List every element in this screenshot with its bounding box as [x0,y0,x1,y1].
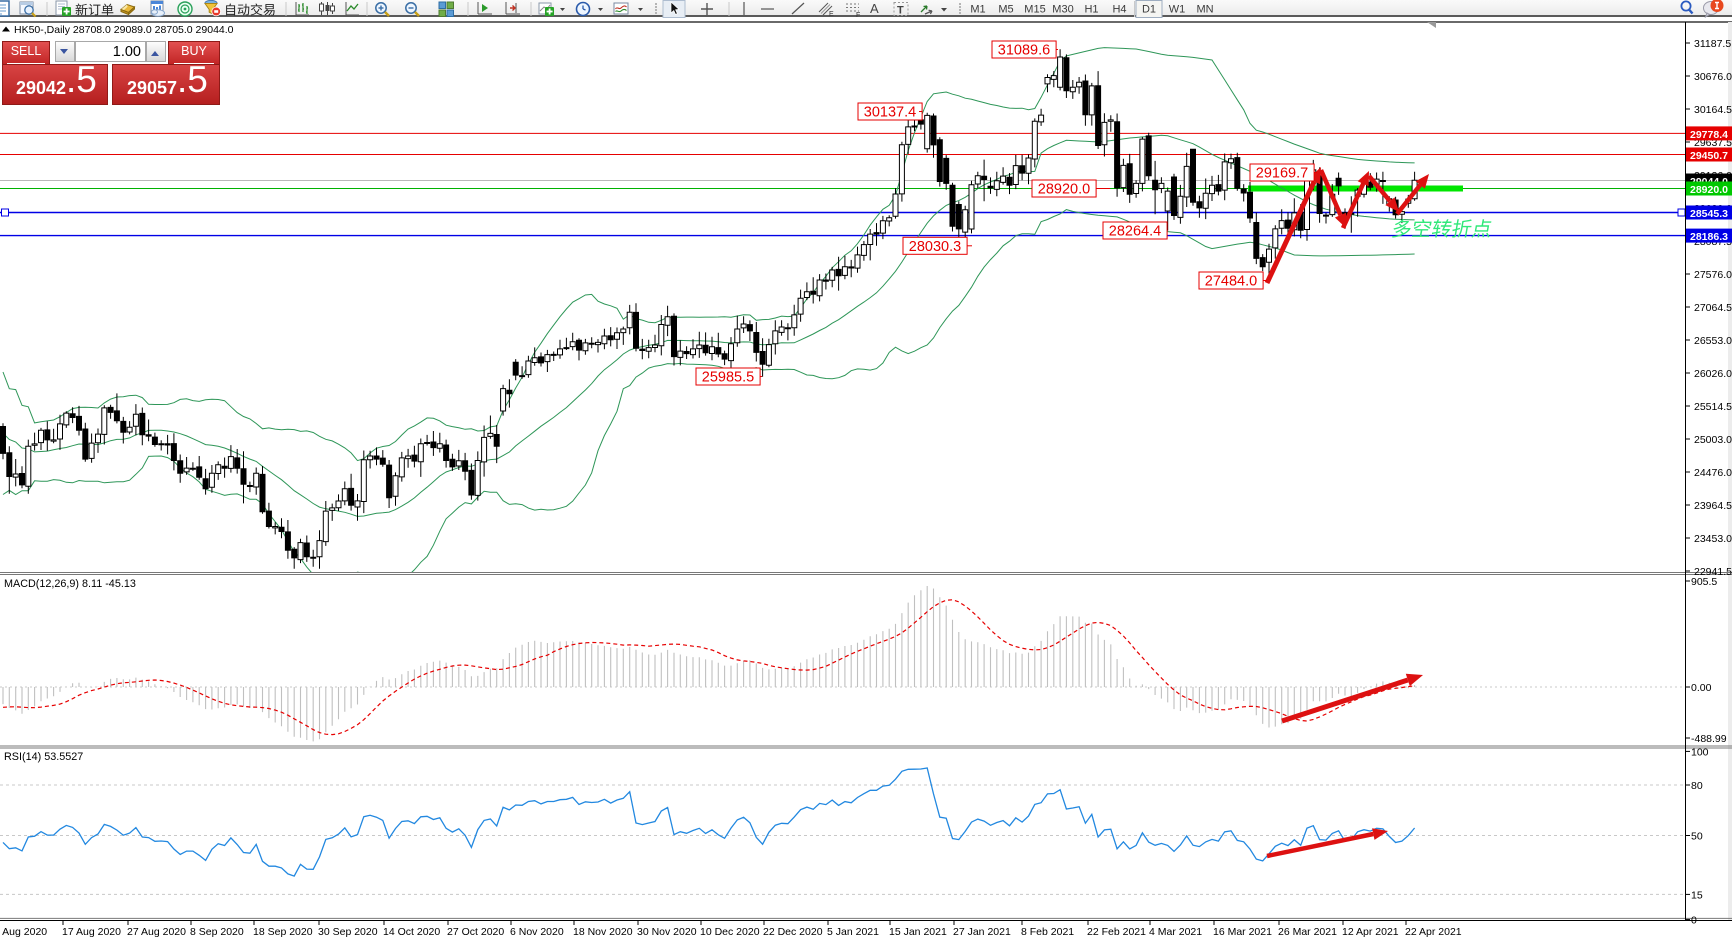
svg-text:8 Sep 2020: 8 Sep 2020 [190,926,244,938]
svg-text:26 Mar 2021: 26 Mar 2021 [1278,926,1337,938]
svg-text:D1: D1 [1142,4,1156,16]
svg-text:50: 50 [1691,831,1703,843]
svg-text:6 Nov 2020: 6 Nov 2020 [510,926,564,938]
svg-text:29450.7: 29450.7 [1690,150,1728,162]
svg-text:22 Dec 2020: 22 Dec 2020 [763,926,823,938]
svg-text:T: T [897,5,904,17]
svg-text:24476.0: 24476.0 [1694,467,1732,479]
svg-text:MACD(12,26,9) 8.11 -45.13: MACD(12,26,9) 8.11 -45.13 [4,578,136,590]
svg-text:23964.5: 23964.5 [1694,500,1732,512]
svg-text:-488.99: -488.99 [1691,733,1727,745]
svg-text:0: 0 [1691,915,1697,927]
svg-text:28545.3: 28545.3 [1690,208,1728,220]
svg-text:A: A [870,1,879,16]
svg-text:30 Nov 2020: 30 Nov 2020 [637,926,697,938]
svg-text:25003.0: 25003.0 [1694,434,1732,446]
svg-text:MN: MN [1196,4,1213,16]
svg-text:27484.0: 27484.0 [1205,274,1257,290]
svg-text:25985.5: 25985.5 [702,370,754,386]
svg-text:27 Jan 2021: 27 Jan 2021 [953,926,1011,938]
svg-text:26553.0: 26553.0 [1694,335,1732,347]
svg-text:8 Feb 2021: 8 Feb 2021 [1021,926,1074,938]
svg-text:18 Nov 2020: 18 Nov 2020 [573,926,633,938]
svg-text:29778.4: 29778.4 [1690,129,1728,141]
svg-text:M15: M15 [1024,4,1045,16]
svg-text:M30: M30 [1052,4,1073,16]
svg-text:22 Feb 2021: 22 Feb 2021 [1087,926,1146,938]
svg-text:15: 15 [1691,889,1703,901]
svg-text:18 Sep 2020: 18 Sep 2020 [253,926,313,938]
svg-text:5 Aug 2020: 5 Aug 2020 [0,926,47,938]
svg-text:F: F [856,12,860,19]
svg-text:H1: H1 [1084,4,1098,16]
svg-text:27 Oct 2020: 27 Oct 2020 [447,926,504,938]
svg-text:12 Apr 2021: 12 Apr 2021 [1342,926,1399,938]
svg-text:27064.5: 27064.5 [1694,302,1732,314]
svg-text:30137.4: 30137.4 [864,105,916,121]
svg-text:80: 80 [1691,780,1703,792]
svg-text:22 Apr 2021: 22 Apr 2021 [1405,926,1462,938]
svg-text:23453.0: 23453.0 [1694,533,1732,545]
svg-text:H4: H4 [1112,4,1126,16]
svg-text:M1: M1 [970,4,985,16]
svg-text:17 Aug 2020: 17 Aug 2020 [62,926,121,938]
svg-text:22941.5: 22941.5 [1694,566,1732,578]
svg-text:RSI(14) 53.5527: RSI(14) 53.5527 [4,751,83,763]
svg-text:25514.5: 25514.5 [1694,401,1732,413]
svg-text:27 Aug 2020: 27 Aug 2020 [127,926,186,938]
svg-text:5 Jan 2021: 5 Jan 2021 [827,926,879,938]
svg-text:W1: W1 [1169,4,1186,16]
svg-text:10 Dec 2020: 10 Dec 2020 [700,926,760,938]
svg-text:29169.7: 29169.7 [1256,166,1308,182]
svg-text:31187.5: 31187.5 [1694,38,1731,50]
svg-text:14 Oct 2020: 14 Oct 2020 [383,926,440,938]
svg-text:15 Jan 2021: 15 Jan 2021 [889,926,947,938]
svg-text:31089.6: 31089.6 [998,43,1050,59]
svg-text:E: E [829,11,834,18]
svg-text:100: 100 [1691,746,1709,758]
svg-text:30 Sep 2020: 30 Sep 2020 [318,926,378,938]
svg-text:28264.4: 28264.4 [1109,224,1161,240]
svg-text:4 Mar 2021: 4 Mar 2021 [1149,926,1202,938]
svg-text:30676.0: 30676.0 [1694,71,1732,83]
svg-text:28920.0: 28920.0 [1038,182,1090,198]
svg-text:27576.0: 27576.0 [1694,269,1732,281]
svg-text:0.00: 0.00 [1691,682,1712,694]
svg-text:16 Mar 2021: 16 Mar 2021 [1213,926,1272,938]
svg-text:30164.5: 30164.5 [1694,104,1732,116]
svg-text:HK50-,Daily 28708.0 29089.0 28: HK50-,Daily 28708.0 29089.0 28705.0 2904… [14,24,234,36]
svg-text:28186.3: 28186.3 [1690,231,1728,243]
svg-text:28030.3: 28030.3 [909,239,961,255]
svg-text:905.5: 905.5 [1691,576,1717,588]
svg-text:26026.0: 26026.0 [1694,368,1732,380]
svg-text:28920.0: 28920.0 [1690,184,1728,196]
svg-text:M5: M5 [998,4,1013,16]
